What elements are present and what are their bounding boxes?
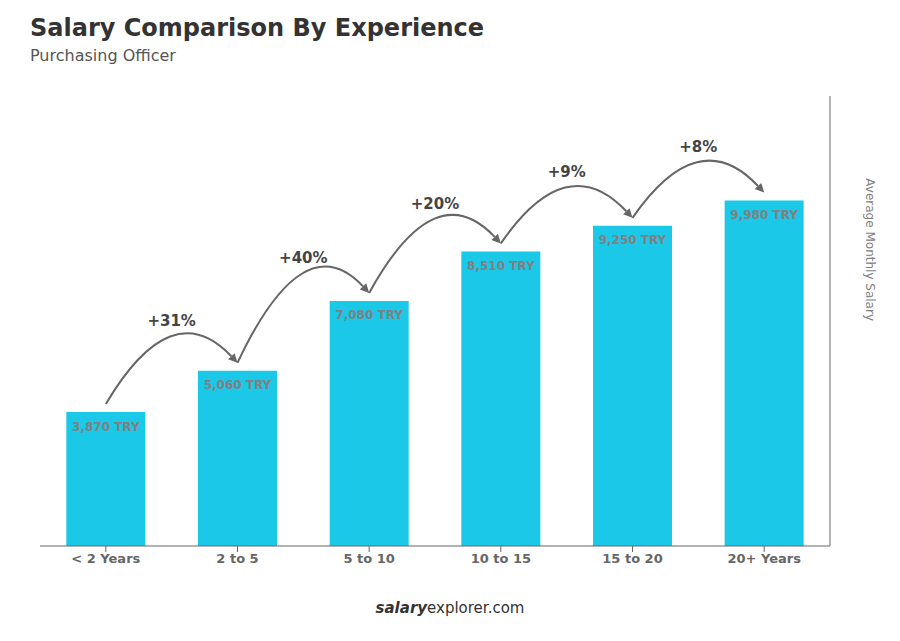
svg-text:7,080 TRY: 7,080 TRY bbox=[335, 308, 403, 322]
html-text:Salary Comparison By Experienc: Salary Comparison By Experience bbox=[30, 14, 485, 42]
svg-text:5,060 TRY: 5,060 TRY bbox=[204, 378, 272, 392]
svg-text:+8%: +8% bbox=[679, 138, 717, 156]
svg-text:+40%: +40% bbox=[279, 249, 327, 267]
html-text:salary explorer.com: salary explorer.com bbox=[375, 599, 525, 617]
svg-text:+9%: +9% bbox=[548, 163, 586, 181]
svg-text:8,510 TRY: 8,510 TRY bbox=[467, 259, 535, 273]
svg-text:20+ Years: 20+ Years bbox=[727, 551, 801, 566]
svg-text:10 to 15: 10 to 15 bbox=[471, 551, 531, 566]
svg-text:Average Monthly Salary: Average Monthly Salary bbox=[863, 178, 877, 321]
svg-text:2 to 5: 2 to 5 bbox=[216, 551, 258, 566]
svg-text:9,980 TRY: 9,980 TRY bbox=[730, 208, 798, 222]
svg-text:< 2 Years: < 2 Years bbox=[71, 551, 140, 566]
svg-text:+20%: +20% bbox=[411, 195, 459, 213]
svg-text:15 to 20: 15 to 20 bbox=[602, 551, 662, 566]
svg-text:+31%: +31% bbox=[147, 312, 195, 330]
svg-text:3,870 TRY: 3,870 TRY bbox=[72, 420, 140, 434]
html-text:Purchasing Officer: Purchasing Officer bbox=[30, 46, 176, 65]
svg-text:5 to 10: 5 to 10 bbox=[343, 551, 394, 566]
svg-text:9,250 TRY: 9,250 TRY bbox=[599, 233, 667, 247]
